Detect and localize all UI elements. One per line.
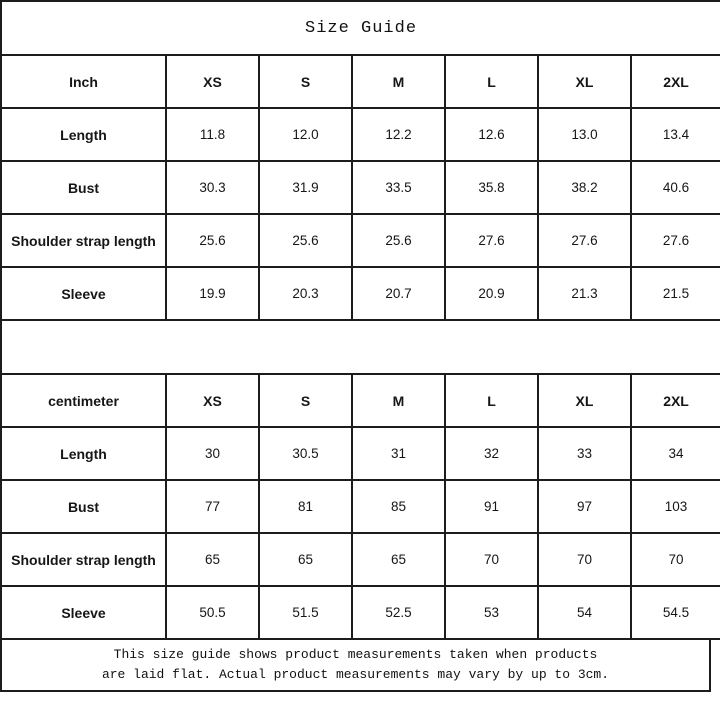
cell-value: 103 — [629, 479, 720, 534]
cell-value: 70 — [444, 532, 539, 587]
cell-value: 65 — [258, 532, 353, 587]
row-label: Shoulder strap length — [0, 532, 167, 587]
cell-value: 33 — [537, 426, 632, 481]
unit-label-centimeter: centimeter — [0, 373, 167, 428]
cell-value: 32 — [444, 426, 539, 481]
cell-value: 31.9 — [258, 160, 353, 215]
table-row: Bust 77 81 85 91 97 103 — [0, 479, 720, 534]
title-row: Size Guide — [0, 0, 720, 56]
cell-value: 12.0 — [258, 107, 353, 162]
cell-value: 81 — [258, 479, 353, 534]
col-header-l: L — [444, 373, 539, 428]
cell-value: 65 — [165, 532, 260, 587]
row-label: Bust — [0, 160, 167, 215]
cell-value: 20.3 — [258, 266, 353, 321]
unit-label-inch: Inch — [0, 54, 167, 109]
cell-value: 30 — [165, 426, 260, 481]
row-label: Sleeve — [0, 266, 167, 321]
cell-value: 27.6 — [629, 213, 720, 268]
col-header-xl: XL — [537, 54, 632, 109]
row-label: Shoulder strap length — [0, 213, 167, 268]
cell-value: 20.7 — [351, 266, 446, 321]
row-label: Length — [0, 426, 167, 481]
col-header-2xl: 2XL — [629, 54, 720, 109]
row-label: Length — [0, 107, 167, 162]
cell-value: 97 — [537, 479, 632, 534]
cell-value: 12.2 — [351, 107, 446, 162]
cell-value: 70 — [537, 532, 632, 587]
page-title: Size Guide — [0, 0, 720, 56]
cell-value: 13.0 — [537, 107, 632, 162]
cell-value: 27.6 — [537, 213, 632, 268]
col-header-m: M — [351, 54, 446, 109]
centimeter-header-row: centimeter XS S M L XL 2XL — [0, 373, 720, 428]
cell-value: 30.3 — [165, 160, 260, 215]
cell-value: 85 — [351, 479, 446, 534]
table-row: Shoulder strap length 65 65 65 70 70 70 — [0, 532, 720, 587]
footer-line-2: are laid flat. Actual product measuremen… — [101, 667, 610, 682]
col-header-xs: XS — [165, 373, 260, 428]
cell-value: 25.6 — [351, 213, 446, 268]
spacer-cell — [0, 319, 720, 375]
inch-header-row: Inch XS S M L XL 2XL — [0, 54, 720, 109]
table-row: Length 11.8 12.0 12.2 12.6 13.0 13.4 — [0, 107, 720, 162]
cell-value: 40.6 — [629, 160, 720, 215]
cell-value: 35.8 — [444, 160, 539, 215]
cell-value: 77 — [165, 479, 260, 534]
cell-value: 53 — [444, 585, 539, 640]
cell-value: 25.6 — [258, 213, 353, 268]
col-header-2xl: 2XL — [629, 373, 720, 428]
cell-value: 70 — [629, 532, 720, 587]
size-guide-table: Size Guide Inch XS S M L XL 2XL Length 1… — [0, 0, 720, 640]
col-header-xs: XS — [165, 54, 260, 109]
footer-note: This size guide shows product measuremen… — [0, 638, 711, 692]
table-row: Bust 30.3 31.9 33.5 35.8 38.2 40.6 — [0, 160, 720, 215]
cell-value: 12.6 — [444, 107, 539, 162]
cell-value: 52.5 — [351, 585, 446, 640]
col-header-m: M — [351, 373, 446, 428]
cell-value: 25.6 — [165, 213, 260, 268]
row-label: Sleeve — [0, 585, 167, 640]
cell-value: 91 — [444, 479, 539, 534]
cell-value: 19.9 — [165, 266, 260, 321]
col-header-s: S — [258, 373, 353, 428]
cell-value: 11.8 — [165, 107, 260, 162]
cell-value: 65 — [351, 532, 446, 587]
col-header-s: S — [258, 54, 353, 109]
cell-value: 13.4 — [629, 107, 720, 162]
col-header-l: L — [444, 54, 539, 109]
row-label: Bust — [0, 479, 167, 534]
table-row: Length 30 30.5 31 32 33 34 — [0, 426, 720, 481]
cell-value: 20.9 — [444, 266, 539, 321]
cell-value: 33.5 — [351, 160, 446, 215]
cell-value: 21.5 — [629, 266, 720, 321]
table-row: Shoulder strap length 25.6 25.6 25.6 27.… — [0, 213, 720, 268]
col-header-xl: XL — [537, 373, 632, 428]
cell-value: 30.5 — [258, 426, 353, 481]
cell-value: 27.6 — [444, 213, 539, 268]
cell-value: 21.3 — [537, 266, 632, 321]
cell-value: 31 — [351, 426, 446, 481]
cell-value: 54 — [537, 585, 632, 640]
cell-value: 38.2 — [537, 160, 632, 215]
cell-value: 50.5 — [165, 585, 260, 640]
cell-value: 54.5 — [629, 585, 720, 640]
footer-line-1: This size guide shows product measuremen… — [113, 647, 598, 662]
spacer-row — [0, 319, 720, 375]
table-row: Sleeve 19.9 20.3 20.7 20.9 21.3 21.5 — [0, 266, 720, 321]
cell-value: 34 — [629, 426, 720, 481]
cell-value: 51.5 — [258, 585, 353, 640]
table-row: Sleeve 50.5 51.5 52.5 53 54 54.5 — [0, 585, 720, 640]
